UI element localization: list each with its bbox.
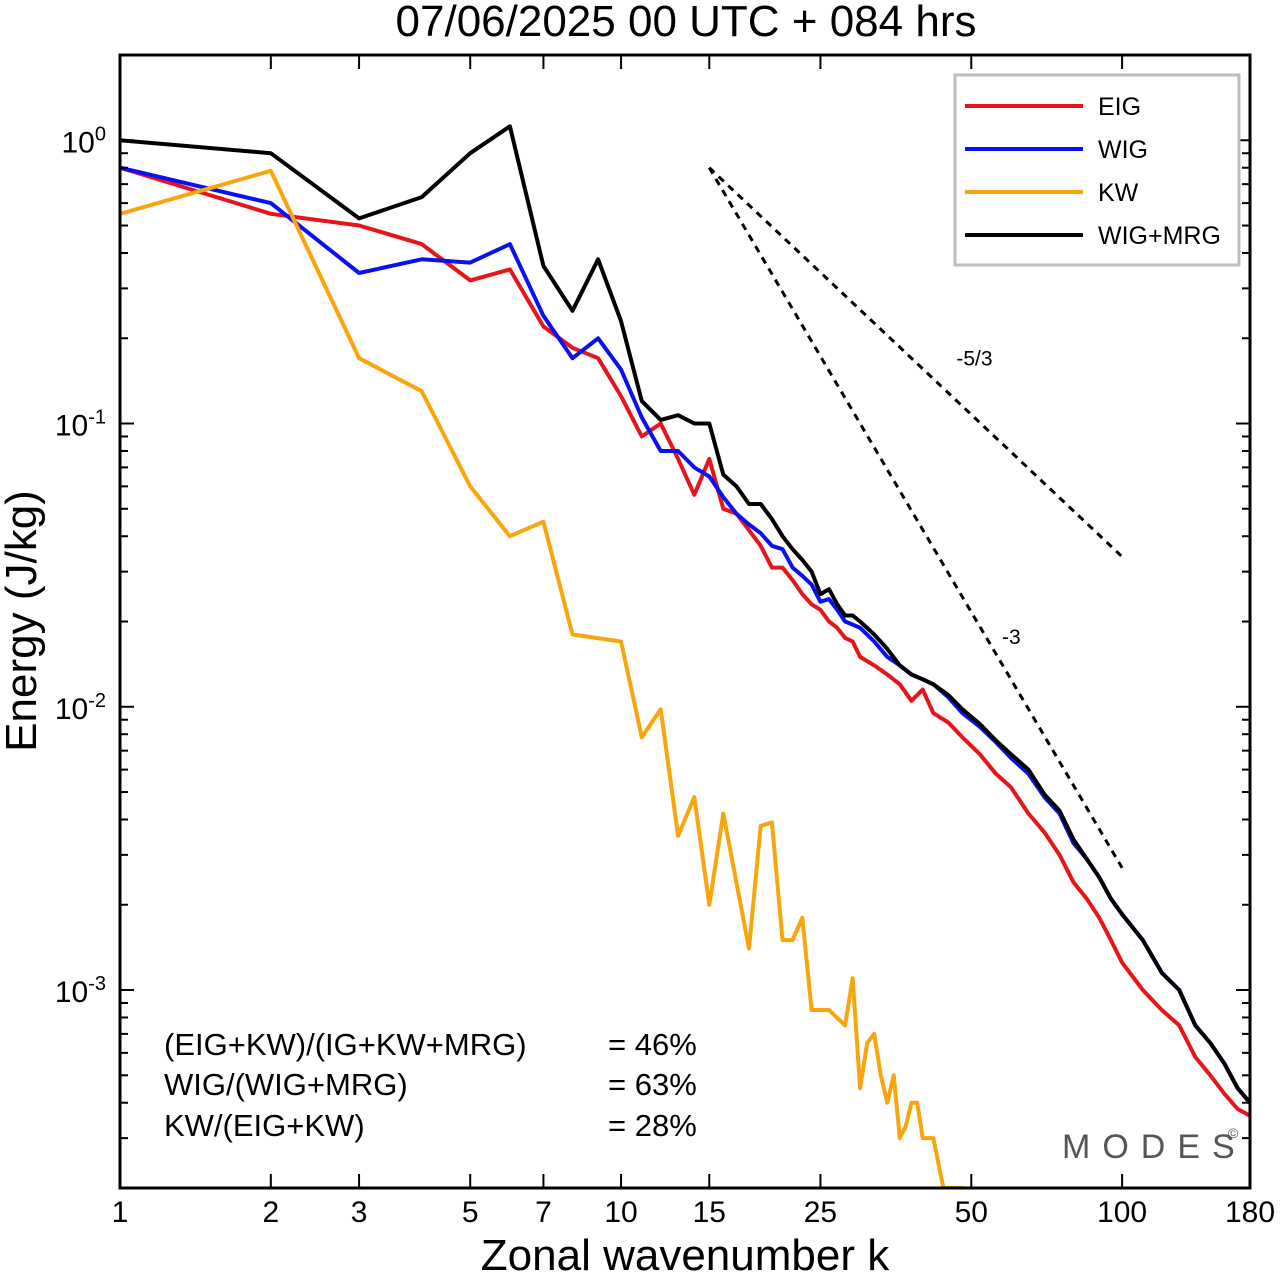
y-axis-ticks: 100 10-1 10-2 10-3 <box>55 54 1250 1189</box>
x-tick-label: 50 <box>955 1196 988 1229</box>
ratio-label-wig: WIG/(WIG+MRG) <box>164 1067 408 1102</box>
x-tick-label: 1 <box>112 1196 129 1229</box>
y-tick-label: 10-2 <box>55 690 106 726</box>
legend: EIG WIG KW WIG+MRG <box>953 73 1241 267</box>
ratio-annotations: (EIG+KW)/(IG+KW+MRG) = 46% WIG/(WIG+MRG)… <box>164 1027 697 1143</box>
legend-label-wig-mrg: WIG+MRG <box>1098 222 1221 250</box>
x-tick-label: 15 <box>693 1196 726 1229</box>
x-tick-label: 2 <box>262 1196 279 1229</box>
reference-slope-layer: -5/3 -3 <box>707 166 1124 869</box>
ratio-value-wig: = 63% <box>608 1067 697 1102</box>
x-tick-label: 180 <box>1225 1196 1275 1229</box>
series-layer <box>120 124 1250 1188</box>
x-axis-title: Zonal wavenumber k <box>481 1231 890 1280</box>
x-tick-label: 5 <box>462 1196 479 1229</box>
reference-slope-line-3 <box>707 166 1124 869</box>
x-tick-label: 7 <box>535 1196 552 1229</box>
x-tick-label: 10 <box>604 1196 637 1229</box>
reference-slope-line-5-3 <box>708 166 1124 558</box>
ratio-label-kw: KW/(EIG+KW) <box>164 1108 365 1143</box>
ratio-label-eig-kw: (EIG+KW)/(IG+KW+MRG) <box>164 1027 527 1062</box>
reference-slope-label-5-3: -5/3 <box>956 348 992 371</box>
chart-title: 07/06/2025 00 UTC + 084 hrs <box>396 0 977 46</box>
copyright-mark: © <box>1228 1125 1239 1141</box>
series-line-kw <box>120 168 965 1188</box>
y-tick-label: 100 <box>62 123 107 159</box>
modes-logo: MODES <box>1062 1128 1247 1166</box>
y-axis-title: Energy (J/kg) <box>0 490 46 752</box>
y-tick-label: 10-3 <box>55 973 106 1009</box>
legend-label-kw: KW <box>1098 179 1139 207</box>
ratio-value-kw: = 28% <box>608 1108 697 1143</box>
series-line-eig <box>120 165 1250 1118</box>
y-tick-label: 10-1 <box>55 407 106 443</box>
legend-label-eig: EIG <box>1098 93 1141 121</box>
legend-label-wig: WIG <box>1098 136 1148 164</box>
reference-slope-label-3: -3 <box>1002 626 1021 649</box>
x-tick-label: 3 <box>351 1196 368 1229</box>
x-axis-ticks: 1 2 3 5 7 10 15 25 50 100 180 <box>112 55 1275 1229</box>
x-tick-label: 100 <box>1097 1196 1147 1229</box>
x-tick-label: 25 <box>804 1196 837 1229</box>
ratio-value-eig-kw: = 46% <box>608 1027 697 1062</box>
series-line-wig-mrg <box>120 124 1250 1105</box>
